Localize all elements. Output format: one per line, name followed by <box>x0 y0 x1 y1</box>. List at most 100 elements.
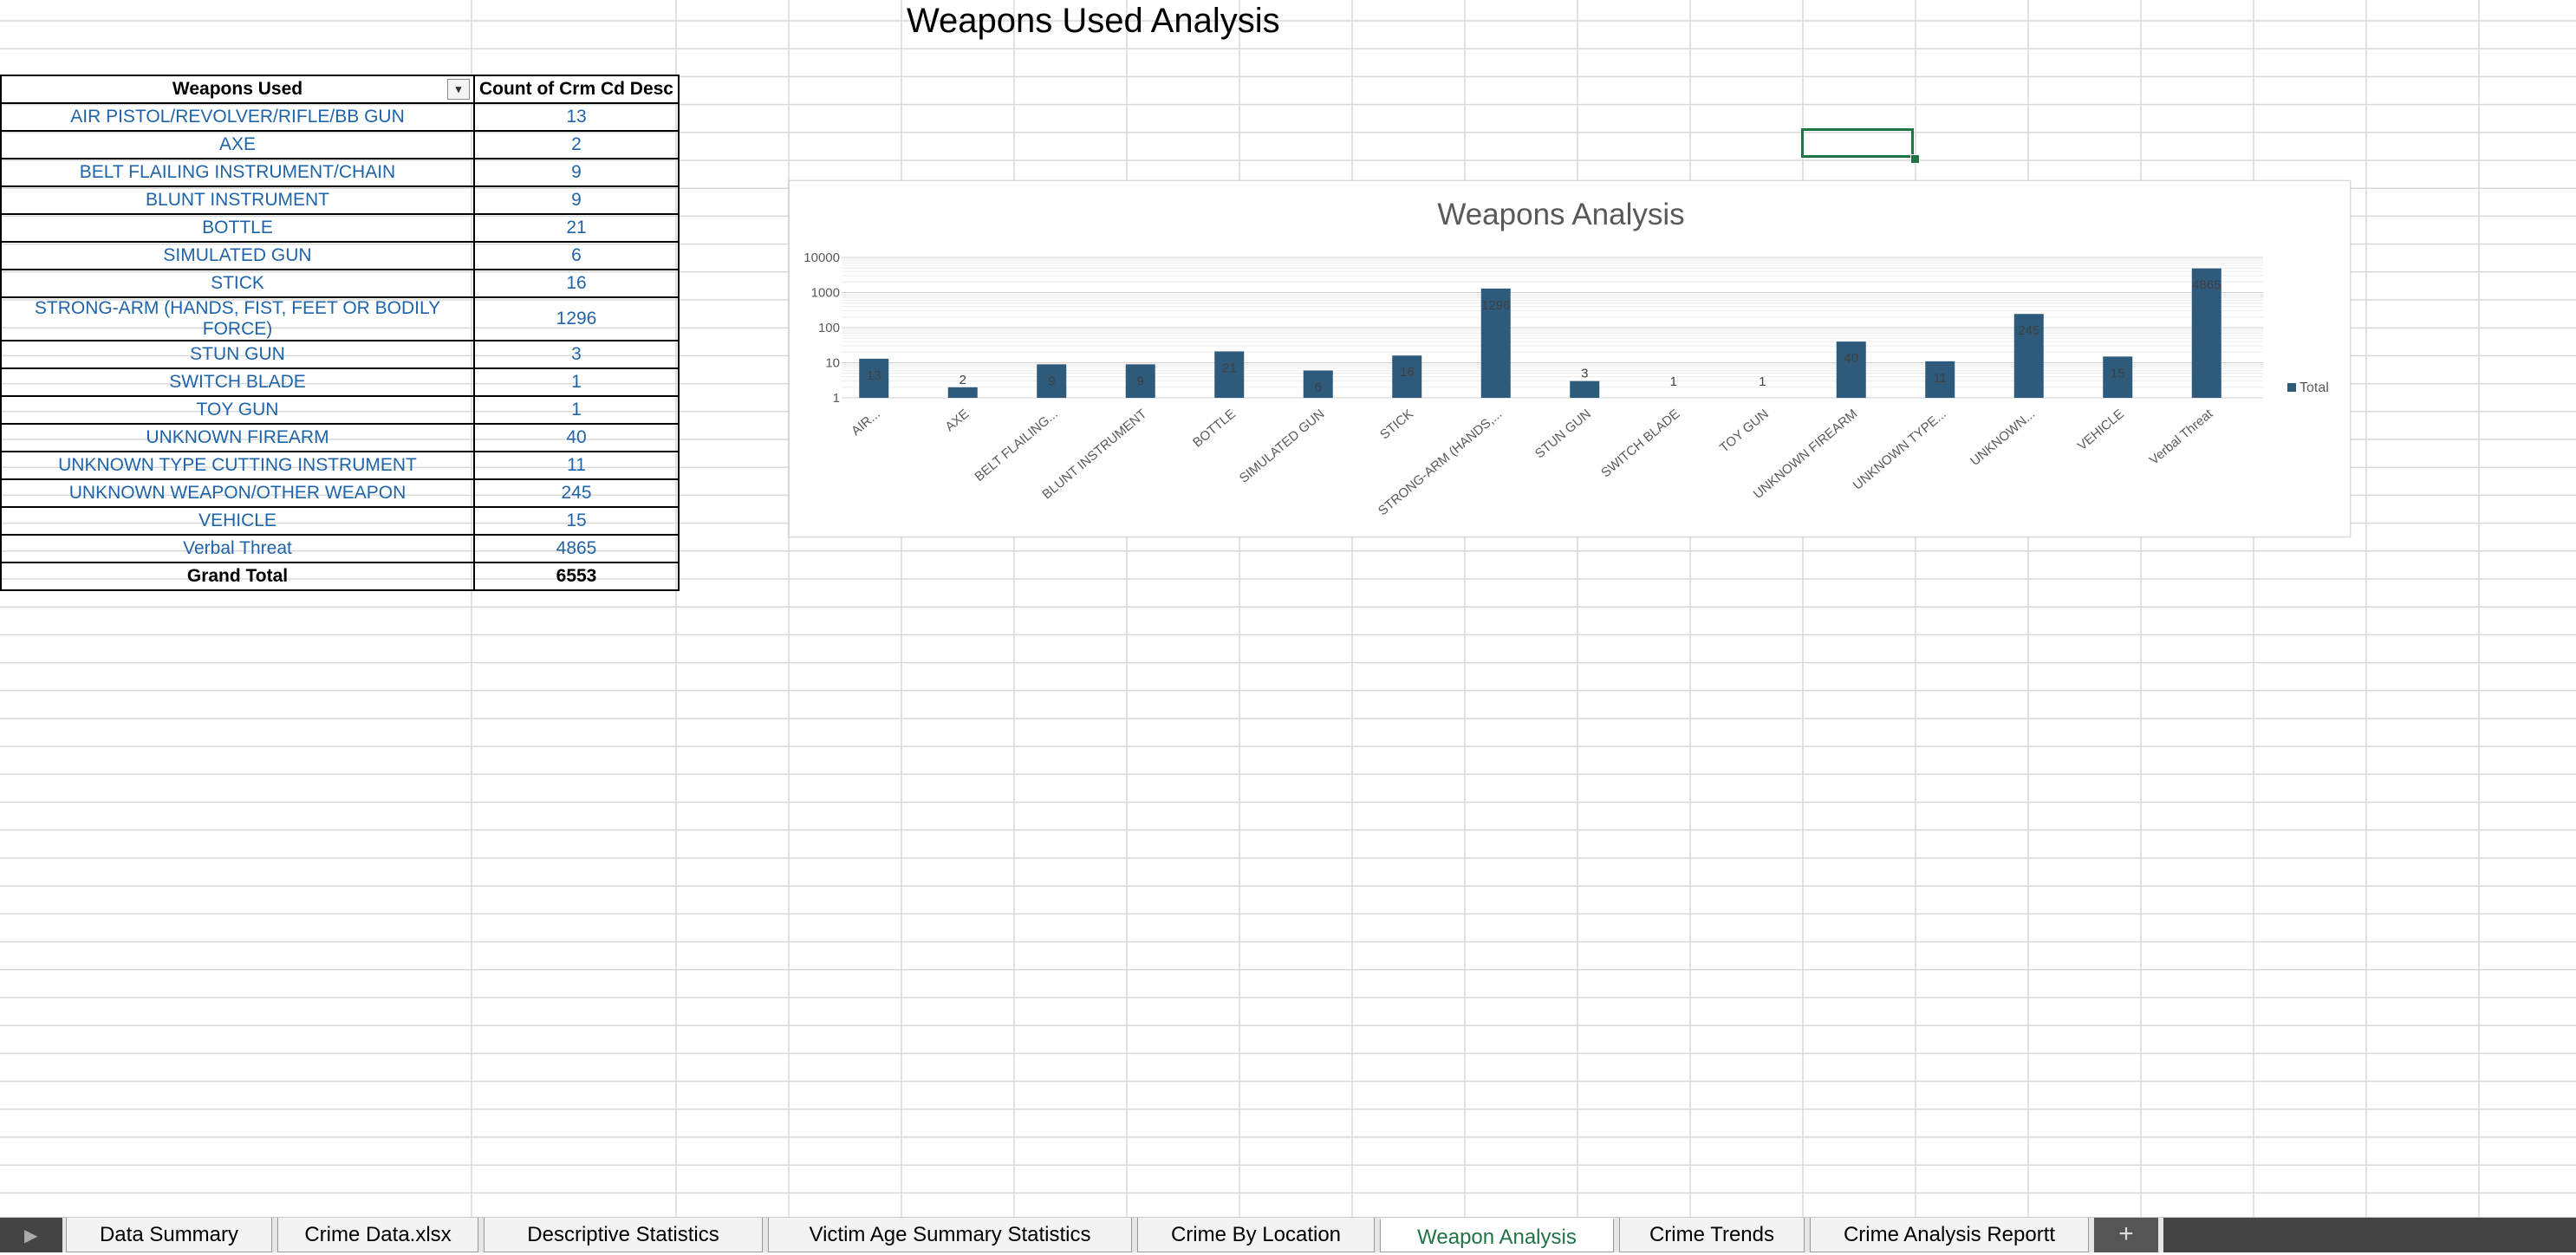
pivot-row: BLUNT INSTRUMENT 9 <box>0 185 680 215</box>
pivot-count-cell[interactable]: 245 <box>473 478 680 508</box>
chart-canvas: Weapons Analysis11010010001000013AIR...2… <box>803 198 2329 518</box>
pivot-row: STRONG-ARM (HANDS, FIST, FEET OR BODILY … <box>0 296 680 341</box>
pivot-weapon-cell[interactable]: UNKNOWN FIREARM <box>0 423 475 452</box>
sheet-tab[interactable]: Crime Data.xlsx <box>277 1218 478 1252</box>
filter-dropdown-icon[interactable]: ▾ <box>447 79 470 100</box>
chart-data-label: 2 <box>959 373 966 387</box>
pivot-count-cell[interactable]: 13 <box>473 102 680 132</box>
weapons-chart[interactable]: Weapons Analysis 1 10 100 1000 10000 13 AIR... 2… <box>789 180 2351 537</box>
pivot-weapon-cell[interactable]: STICK <box>0 269 475 298</box>
pivot-count-cell[interactable]: 11 <box>473 451 680 480</box>
legend-label: Total <box>2300 380 2329 395</box>
chart-data-label: 1 <box>1670 374 1677 389</box>
chart-bar <box>1392 355 1422 398</box>
legend-swatch <box>2287 383 2296 392</box>
fill-handle[interactable] <box>1910 154 1920 164</box>
sheet-tab[interactable]: Data Summary <box>66 1218 272 1252</box>
chart-bar <box>1480 288 1511 398</box>
pivot-weapon-cell[interactable]: BOTTLE <box>0 213 475 243</box>
sheet-tab[interactable]: Crime By Location <box>1137 1218 1375 1252</box>
chart-data-label: 9 <box>1048 374 1055 388</box>
pivot-row: UNKNOWN FIREARM 40 <box>0 423 680 452</box>
pivot-weapon-cell[interactable]: UNKNOWN TYPE CUTTING INSTRUMENT <box>0 451 475 480</box>
pivot-weapon-cell[interactable]: STUN GUN <box>0 340 475 369</box>
chart-bar <box>2013 314 2044 398</box>
pivot-row: Verbal Threat 4865 <box>0 534 680 563</box>
pivot-count-cell[interactable]: 9 <box>473 158 680 187</box>
pivot-header-weapons-label: Weapons Used <box>172 79 303 99</box>
chart-data-label: 9 <box>1137 374 1144 388</box>
pivot-weapon-cell[interactable]: BLUNT INSTRUMENT <box>0 185 475 215</box>
pivot-count-cell[interactable]: 1 <box>473 367 680 397</box>
pivot-row: AXE 2 <box>0 130 680 159</box>
pivot-count-cell[interactable]: 21 <box>473 213 680 243</box>
sheet-tab[interactable]: Crime Analysis Reportt <box>1810 1218 2089 1252</box>
pivot-count-cell[interactable]: 15 <box>473 506 680 536</box>
pivot-count-cell[interactable]: 4865 <box>473 534 680 563</box>
pivot-header-row: Weapons Used ▾ Count of Crm Cd Desc <box>0 75 680 104</box>
pivot-row: TOY GUN 1 <box>0 395 680 425</box>
pivot-row: BELT FLAILING INSTRUMENT/CHAIN 9 <box>0 158 680 187</box>
sheet-tab[interactable]: Crime Trends <box>1619 1218 1805 1252</box>
pivot-count-cell[interactable]: 40 <box>473 423 680 452</box>
pivot-count-cell[interactable]: 1 <box>473 395 680 425</box>
pivot-weapon-cell[interactable]: AXE <box>0 130 475 159</box>
chart-bar <box>1925 361 1955 398</box>
pivot-weapon-cell[interactable]: STRONG-ARM (HANDS, FIST, FEET OR BODILY … <box>0 296 475 341</box>
chart-data-label: 11 <box>1933 371 1947 386</box>
pivot-weapon-cell[interactable]: TOY GUN <box>0 395 475 425</box>
pivot-weapon-cell[interactable]: VEHICLE <box>0 506 475 536</box>
chart-bar <box>1836 341 1866 398</box>
sheet-tab[interactable]: Victim Age Summary Statistics <box>768 1218 1132 1252</box>
pivot-count-cell[interactable]: 1296 <box>473 296 680 341</box>
y-axis-tick-label: 1 <box>833 391 840 406</box>
pivot-weapon-cell[interactable]: SIMULATED GUN <box>0 241 475 270</box>
chart-data-label: 3 <box>1581 367 1588 381</box>
pivot-count-cell[interactable]: 3 <box>473 340 680 369</box>
pivot-row: STICK 16 <box>0 269 680 298</box>
chart-data-label: 16 <box>1400 365 1415 380</box>
x-axis-category-label: VEHICLE <box>2075 406 2127 453</box>
pivot-count-cell[interactable]: 9 <box>473 185 680 215</box>
pivot-total-value: 6553 <box>473 562 680 591</box>
pivot-count-cell[interactable]: 2 <box>473 130 680 159</box>
pivot-weapon-cell[interactable]: UNKNOWN WEAPON/OTHER WEAPON <box>0 478 475 508</box>
add-sheet-button[interactable]: + <box>2094 1218 2158 1252</box>
tab-bar-empty-area <box>2163 1218 2576 1252</box>
chart-bar <box>1570 380 1600 398</box>
pivot-count-cell[interactable]: 6 <box>473 241 680 270</box>
sheet-tab[interactable]: Weapon Analysis <box>1380 1218 1614 1252</box>
chart-data-label: 21 <box>1222 361 1237 375</box>
chart-data-label: 4865 <box>2192 278 2221 293</box>
x-axis-category-label: AXE <box>942 406 972 434</box>
chart-data-label: 1296 <box>1481 298 1510 313</box>
x-axis-category-label: SIMULATED GUN <box>1237 406 1328 486</box>
y-axis-tick-label: 1000 <box>811 286 840 301</box>
chart-bar <box>859 358 889 398</box>
pivot-weapon-cell[interactable]: Verbal Threat <box>0 534 475 563</box>
x-axis-category-label: STUN GUN <box>1532 406 1594 461</box>
sheet-tab[interactable]: Descriptive Statistics <box>484 1218 763 1252</box>
pivot-count-cell[interactable]: 16 <box>473 269 680 298</box>
sheet-scroll-left-icon[interactable]: ▶ <box>0 1218 62 1252</box>
chart-bar <box>1037 364 1067 398</box>
x-axis-category-label: BELT FLAILING... <box>972 406 1060 484</box>
pivot-row: AIR PISTOL/REVOLVER/RIFLE/BB GUN 13 <box>0 102 680 132</box>
pivot-weapon-cell[interactable]: AIR PISTOL/REVOLVER/RIFLE/BB GUN <box>0 102 475 132</box>
pivot-table: Weapons Used ▾ Count of Crm Cd Desc AIR … <box>0 75 680 591</box>
chart-data-label: 40 <box>1844 351 1858 366</box>
page-title: Weapons Used Analysis <box>907 2 1280 40</box>
chart-bar <box>2103 356 2133 398</box>
pivot-weapon-cell[interactable]: SWITCH BLADE <box>0 367 475 397</box>
chart-title: Weapons Analysis <box>1437 198 1684 231</box>
chart-data-label: 245 <box>2018 323 2039 338</box>
chart-bar <box>947 387 978 398</box>
x-axis-category-label: BOTTLE <box>1190 406 1239 451</box>
selected-cell[interactable] <box>1801 128 1914 158</box>
sheet-tab-bar: ▶ Data Summary Crime Data.xlsx Descriptive… <box>0 1217 2576 1252</box>
pivot-weapon-cell[interactable]: BELT FLAILING INSTRUMENT/CHAIN <box>0 158 475 187</box>
chart-bar <box>1303 370 1333 398</box>
pivot-row: SIMULATED GUN 6 <box>0 241 680 270</box>
pivot-row: STUN GUN 3 <box>0 340 680 369</box>
y-axis-tick-label: 10 <box>825 356 840 371</box>
